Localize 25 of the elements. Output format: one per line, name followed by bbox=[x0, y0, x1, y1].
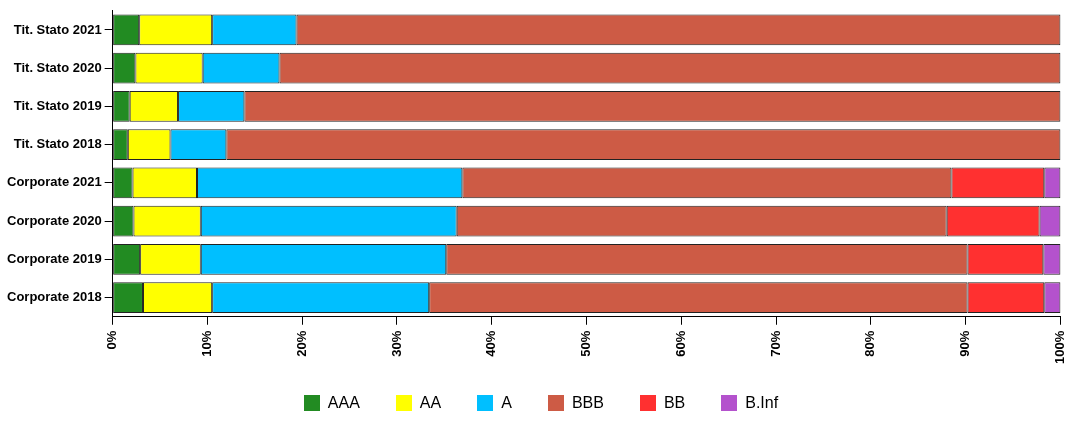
legend-label: BBB bbox=[571, 394, 604, 412]
x-tick-label: 80% bbox=[862, 330, 878, 357]
y-tick-label: Tit. Stato 2018 bbox=[13, 136, 102, 152]
x-tick-label: 70% bbox=[767, 330, 783, 357]
y-tick-label: Tit. Stato 2019 bbox=[13, 97, 102, 113]
y-tick-label: Tit. Stato 2021 bbox=[13, 21, 102, 37]
y-tick-label: Corporate 2019 bbox=[6, 250, 102, 266]
y-tick-label: Corporate 2021 bbox=[6, 174, 102, 190]
y-tick-label: Corporate 2020 bbox=[6, 212, 102, 228]
x-tick-label: 50% bbox=[578, 330, 594, 357]
legend-label: BB bbox=[663, 394, 686, 412]
x-tick-label: 20% bbox=[293, 330, 309, 357]
x-tick-label: 60% bbox=[672, 330, 688, 357]
x-tick-label: 90% bbox=[957, 330, 973, 357]
legend-label: B.Inf bbox=[745, 394, 779, 412]
x-tick-label: 100% bbox=[1051, 330, 1067, 364]
x-tick-label: 40% bbox=[483, 330, 499, 357]
x-tick-label: 10% bbox=[199, 330, 214, 357]
x-tick-label: 30% bbox=[388, 330, 404, 357]
x-tick-label: 0% bbox=[104, 330, 120, 350]
legend-label: AAA bbox=[327, 394, 360, 412]
legend-label: AA bbox=[419, 394, 442, 412]
y-tick-label: Corporate 2018 bbox=[6, 289, 102, 305]
legend-label: A bbox=[501, 394, 512, 412]
y-tick-label: Tit. Stato 2020 bbox=[13, 59, 102, 75]
